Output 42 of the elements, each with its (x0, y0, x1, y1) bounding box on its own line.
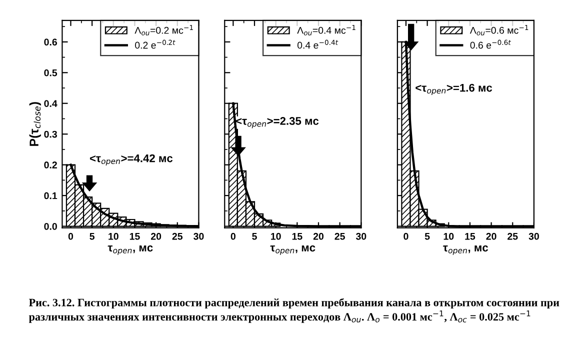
x-tick-label: 25 (508, 232, 518, 240)
x-tick-label: 30 (194, 232, 204, 240)
x-tick-label: 30 (356, 232, 366, 240)
legend-label: Λ$_{ou}$=0.2 мс$^{−1}$ (134, 24, 193, 36)
x-tick-label: 5 (424, 233, 430, 240)
x-axis-title: τ$_{open}$, мс (270, 245, 316, 255)
text: Рис. 3.12. Гистограммы плотности распределений времен пребывания канала в открытом состоянии при различных значениях интенсивности электронных переходов Λ$_{ou}$. Λ$_{o}$ = 0.001 мс$^{−1}$, Λ$_{oc}$ = 0.025 мс$^{−1}$ (28, 298, 560, 323)
x-tick-label: 10 (108, 232, 118, 240)
annotation: <τ$_{open}$>=2.35 мс (236, 117, 319, 128)
x-tick-label: 25 (334, 232, 345, 240)
legend-label: Λ$_{ou}$=0.6 мс$^{−1}$ (470, 24, 528, 36)
x-tick-label: 20 (486, 232, 496, 240)
x-tick-label: 0 (230, 232, 236, 240)
x-tick-label: 15 (292, 233, 302, 240)
x-tick-label: 15 (465, 233, 476, 240)
x-tick-label: 25 (172, 232, 183, 240)
x-tick-label: 10 (444, 232, 454, 240)
legend-label: 0.4 e$^{−0.4t}$ (297, 40, 338, 49)
x-tick-label: 0 (404, 232, 408, 240)
x-tick-label: 30 (528, 232, 539, 240)
y-tick-label: 0.0 (44, 223, 57, 230)
y-tick-label: 0.1 (44, 192, 58, 200)
y-tick-label: 0.2 (44, 162, 57, 168)
y-tick-label: 0.4 (44, 100, 58, 107)
x-axis-title: τ$_{open}$, мс (108, 245, 153, 255)
annotation: <τ$_{open}$>=1.6 мс (416, 84, 492, 96)
y-tick-label: 0.6 (44, 38, 57, 46)
legend-label: Λ$_{ou}$=0.4 мс$^{−1}$ (297, 24, 356, 36)
legend-label: 0.6 e$^{−0.6t}$ (470, 40, 511, 49)
x-tick-label: 5 (252, 233, 257, 240)
x-tick-label: 10 (271, 232, 281, 240)
x-axis-title: τ$_{open}$, мс (443, 245, 488, 255)
y-axis-title: P(τ$_{close}$) (29, 102, 41, 146)
x-tick-label: 5 (90, 233, 95, 240)
x-tick-label: 0 (68, 232, 74, 240)
x-tick-label: 20 (313, 232, 324, 240)
x-tick-label: 20 (150, 232, 162, 240)
x-tick-label: 15 (130, 233, 140, 240)
y-tick-label: 0.3 (44, 130, 57, 138)
y-tick-label: 0.5 (44, 69, 58, 76)
annotation: <τ$_{open}$>=4.42 мс (90, 154, 173, 166)
legend-label: 0.2 e$^{−0.2t}$ (135, 40, 176, 49)
